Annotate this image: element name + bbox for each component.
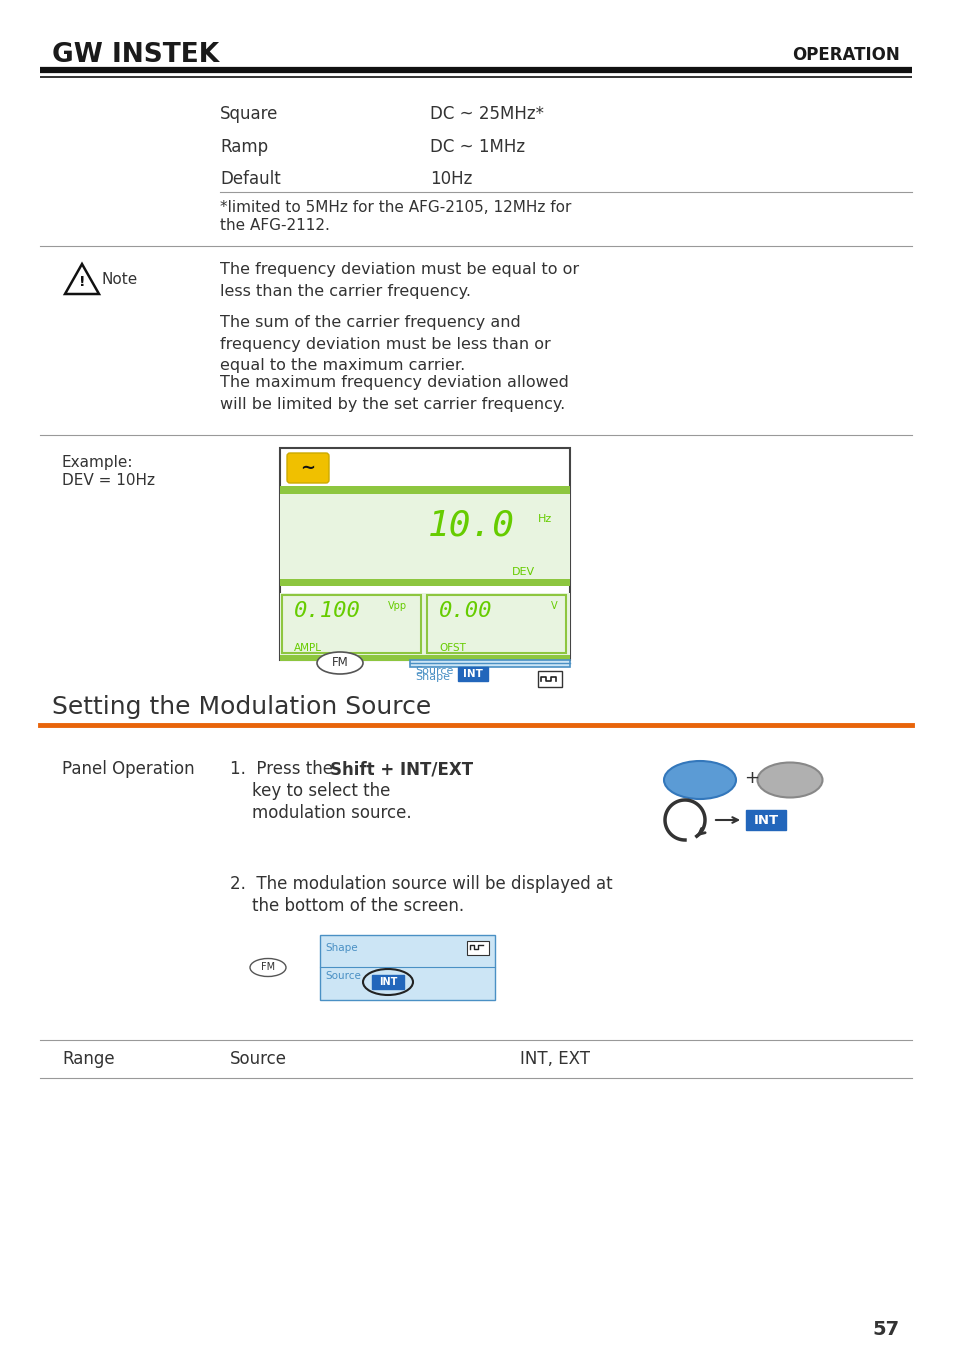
Text: Example:: Example:: [62, 455, 133, 470]
Text: The maximum frequency deviation allowed
will be limited by the set carrier frequ: The maximum frequency deviation allowed …: [220, 375, 568, 412]
Text: the AFG-2112.: the AFG-2112.: [220, 217, 330, 234]
Bar: [319, 936, 495, 1000]
Text: 1.  Press the: 1. Press the: [230, 760, 338, 778]
Text: DC ~ 1MHz: DC ~ 1MHz: [430, 138, 524, 157]
Text: +: +: [743, 769, 759, 787]
Bar: [280, 486, 569, 494]
Text: !: !: [79, 275, 85, 289]
Bar: [280, 579, 569, 586]
Bar: [537, 671, 561, 687]
Text: AMPL: AMPL: [294, 643, 322, 653]
Text: Square: Square: [220, 105, 278, 123]
Text: DEV: DEV: [512, 567, 535, 576]
Text: Source: Source: [415, 666, 453, 676]
Text: OPERATION: OPERATION: [791, 46, 899, 63]
Bar: [467, 941, 489, 954]
Bar: [282, 595, 420, 653]
Text: the bottom of the screen.: the bottom of the screen.: [252, 896, 464, 915]
Bar: [427, 595, 565, 653]
Text: The frequency deviation must be equal to or
less than the carrier frequency.: The frequency deviation must be equal to…: [220, 262, 578, 298]
Text: modulation source.: modulation source.: [252, 805, 411, 822]
Text: Shape: Shape: [325, 944, 357, 953]
Text: Note: Note: [102, 271, 138, 286]
Text: FM: FM: [332, 656, 348, 670]
Text: Shift + INT/EXT: Shift + INT/EXT: [330, 760, 473, 778]
Ellipse shape: [316, 652, 363, 674]
Text: Source: Source: [325, 971, 360, 981]
Bar: [372, 975, 403, 990]
Ellipse shape: [250, 958, 286, 976]
Text: Panel Operation: Panel Operation: [62, 760, 194, 778]
FancyBboxPatch shape: [287, 454, 329, 483]
Text: INT: INT: [378, 977, 396, 987]
Bar: [280, 593, 569, 655]
Text: INT: INT: [753, 814, 778, 826]
Text: INT: INT: [462, 670, 482, 679]
Text: Shape: Shape: [415, 672, 450, 682]
Text: Range: Range: [62, 1050, 114, 1068]
Text: Ramp: Ramp: [220, 138, 268, 157]
Ellipse shape: [663, 761, 735, 799]
Text: 0.00: 0.00: [438, 601, 492, 621]
Bar: [280, 494, 569, 579]
Text: 10Hz: 10Hz: [430, 170, 472, 188]
Bar: [745, 810, 785, 830]
Text: 57: 57: [872, 1320, 899, 1339]
Text: ∼: ∼: [300, 459, 315, 477]
Text: The sum of the carrier frequency and
frequency deviation must be less than or
eq: The sum of the carrier frequency and fre…: [220, 315, 550, 373]
Text: DC ~ 25MHz*: DC ~ 25MHz*: [430, 105, 543, 123]
Text: 2.  The modulation source will be displayed at: 2. The modulation source will be display…: [230, 875, 612, 892]
Bar: [457, 667, 488, 680]
Text: key to select the: key to select the: [252, 782, 390, 801]
Bar: [280, 448, 569, 660]
Text: Vpp: Vpp: [388, 601, 407, 612]
Text: Hz: Hz: [537, 514, 552, 524]
Ellipse shape: [757, 763, 821, 798]
Text: OFST: OFST: [438, 643, 465, 653]
Bar: [410, 660, 569, 667]
Text: Default: Default: [220, 170, 280, 188]
Bar: [280, 655, 569, 662]
Text: INT, EXT: INT, EXT: [519, 1050, 589, 1068]
Text: Source: Source: [230, 1050, 287, 1068]
Text: 0.100: 0.100: [294, 601, 360, 621]
Text: Setting the Modulation Source: Setting the Modulation Source: [52, 695, 431, 720]
Text: V: V: [551, 601, 558, 612]
Text: FM: FM: [261, 963, 274, 972]
Text: 10.0: 10.0: [428, 509, 515, 543]
Text: GW INSTEK: GW INSTEK: [52, 42, 219, 68]
Text: *limited to 5MHz for the AFG-2105, 12MHz for: *limited to 5MHz for the AFG-2105, 12MHz…: [220, 200, 571, 215]
Text: DEV = 10Hz: DEV = 10Hz: [62, 472, 154, 487]
